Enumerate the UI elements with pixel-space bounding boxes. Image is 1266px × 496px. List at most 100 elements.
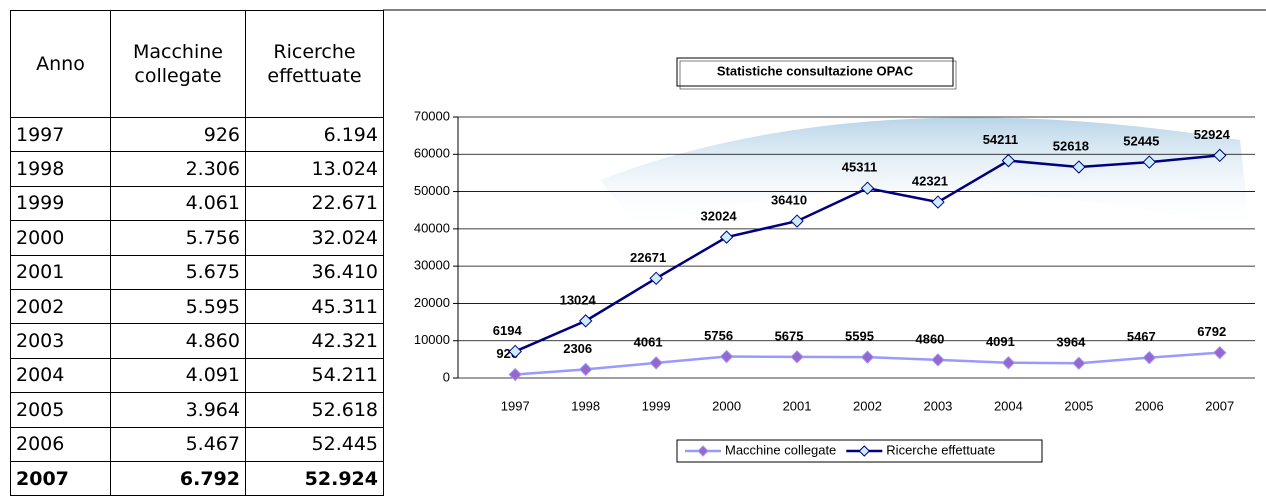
data-label: 45311	[842, 160, 877, 175]
data-label: 52445	[1123, 134, 1159, 149]
marker	[578, 362, 593, 377]
table-body: 1997 926 6.194 1998 2.306 13.024 1999 4.061 22.6…	[10, 116, 384, 496]
y-tick-label: 50000	[414, 183, 450, 198]
table-cell: 5.675	[110, 254, 246, 290]
marker	[649, 356, 663, 370]
data-label: 52618	[1053, 138, 1089, 153]
legend-marker	[858, 445, 871, 457]
title-shadow	[679, 60, 957, 90]
x-tick-label: 1999	[642, 398, 671, 413]
marker	[1142, 350, 1157, 365]
y-tick-label: 60000	[414, 146, 450, 161]
table-cell: 2.306	[110, 151, 246, 187]
data-label: 32024	[701, 209, 738, 224]
x-tick-label: 2006	[1135, 398, 1164, 413]
marker	[1213, 345, 1227, 360]
data-label: 4860	[915, 331, 944, 346]
table-cell: 52.924	[245, 460, 384, 496]
x-tick-label: 2005	[1064, 398, 1093, 413]
data-label: 52924	[1194, 127, 1231, 142]
table-cell: 52.618	[245, 392, 384, 428]
table-cell: 5.467	[110, 426, 246, 462]
data-label: 5675	[775, 328, 804, 343]
table-row: 1997 926 6.194	[10, 116, 384, 153]
table-cell: 45.311	[245, 288, 384, 325]
table-cell: 2004	[10, 357, 111, 394]
background-arc	[600, 117, 1250, 230]
x-tick-label: 2003	[923, 398, 952, 413]
table-cell: 54.211	[245, 357, 384, 394]
y-tick-label: 10000	[414, 332, 450, 347]
x-tick-label: 2000	[712, 398, 741, 413]
table-cell: 4.860	[110, 323, 246, 359]
y-tick-label: 0	[443, 369, 450, 384]
series-line	[514, 154, 1220, 353]
table-cell: 5.595	[110, 288, 246, 325]
column-header: Anno	[10, 10, 111, 118]
data-label: 5756	[704, 328, 733, 343]
y-tick-label: 40000	[414, 220, 450, 235]
marker	[1213, 148, 1227, 163]
marker	[578, 314, 593, 328]
marker	[860, 181, 875, 195]
table-cell: 32.024	[245, 220, 384, 256]
x-tick-label: 1997	[501, 398, 530, 413]
table-cell: 13.024	[245, 151, 384, 187]
table-cell: 22.671	[245, 185, 384, 222]
x-tick-label: 2002	[853, 398, 882, 413]
table-cell: 1997	[10, 116, 111, 153]
table-cell: 3.964	[110, 392, 246, 428]
x-tick-label: 2007	[1205, 398, 1234, 413]
marker	[1001, 153, 1016, 168]
table-row: 2003 4.860 42.321	[10, 323, 384, 359]
table-cell: 2000	[10, 220, 111, 256]
marker	[790, 214, 804, 228]
table-cell: 2006	[10, 426, 111, 462]
marker	[1142, 155, 1157, 169]
x-tick-label: 2001	[783, 398, 812, 413]
table-row: 1998 2.306 13.024	[10, 151, 384, 187]
legend-label: Ricerche effettuate	[886, 442, 995, 457]
table-cell: 52.445	[245, 426, 384, 462]
table-cell: 5.756	[110, 220, 246, 256]
data-label: 22671	[630, 250, 666, 265]
series-line	[515, 351, 1220, 376]
marker	[860, 350, 875, 364]
marker	[719, 349, 734, 364]
marker	[931, 195, 945, 209]
table-cell: 2005	[10, 392, 111, 428]
data-label: 3964	[1056, 335, 1086, 350]
marker	[649, 271, 663, 286]
y-tick-label: 20000	[414, 295, 450, 310]
table-row: 2006 5.467 52.445	[10, 426, 384, 462]
table-cell: 42.321	[245, 323, 384, 359]
data-label: 4061	[634, 334, 663, 349]
table-row: 2004 4.091 54.211	[10, 357, 384, 394]
table-cell: 36.410	[245, 254, 384, 290]
marker	[1072, 356, 1086, 370]
table-cell: 6.194	[245, 116, 384, 153]
legend-label: Macchine collegate	[725, 442, 836, 457]
legend-box	[676, 439, 1043, 463]
data-label: 5595	[845, 329, 874, 344]
table-row: 2005 3.964 52.618	[10, 392, 384, 428]
data-label: 13024	[560, 292, 597, 307]
table-row: 2007 6.792 52.924	[10, 460, 384, 496]
table-row: 2000 5.756 32.024	[10, 220, 384, 256]
table-row: 2001 5.675 36.410	[10, 254, 384, 290]
y-tick-label: 70000	[414, 108, 450, 123]
column-header: Ricerche effettuate	[245, 10, 384, 118]
table-cell: 1998	[10, 151, 111, 187]
table-cell: 2001	[10, 254, 111, 290]
table-row: 2002 5.595 45.311	[10, 288, 384, 325]
data-label: 36410	[771, 193, 807, 208]
legend-marker	[697, 445, 709, 457]
table-cell: 926	[110, 116, 246, 153]
data-label: 4091	[986, 334, 1015, 349]
title-box	[676, 57, 954, 87]
table-cell: 4.091	[110, 357, 246, 394]
table-cell: 2003	[10, 323, 111, 359]
data-label: 6194	[493, 323, 523, 338]
table-cell: 2007	[10, 460, 111, 496]
data-label: 42321	[912, 174, 948, 189]
